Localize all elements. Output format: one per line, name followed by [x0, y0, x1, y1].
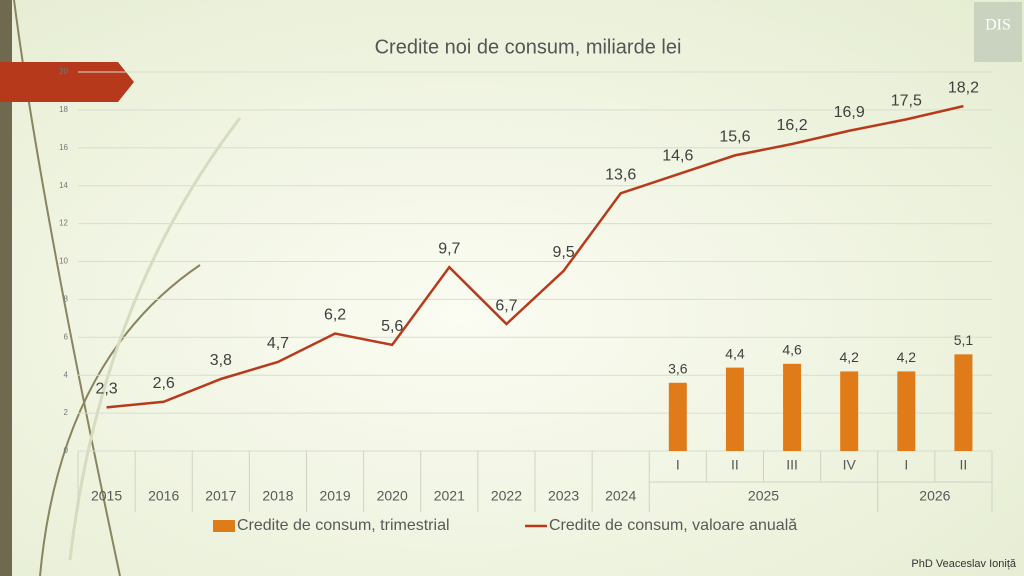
data-label: 3,8: [210, 352, 232, 369]
data-label: 16,2: [776, 117, 807, 134]
y-tick-label: 20: [59, 67, 68, 76]
y-tick-label: 10: [59, 257, 68, 266]
data-label: 4,2: [839, 349, 859, 365]
data-label: 3,6: [668, 360, 688, 376]
y-tick-label: 18: [59, 105, 68, 114]
x-tick-label: 2024: [605, 488, 636, 504]
decor-curve: [39, 264, 201, 576]
decor-curve: [68, 117, 242, 561]
x-tick-label: II: [731, 457, 739, 473]
x-tick-label: 2018: [262, 488, 293, 504]
data-label: 4,6: [782, 342, 802, 358]
data-label: 18,2: [948, 79, 979, 96]
data-label: 16,9: [834, 104, 865, 121]
data-label: 4,4: [725, 345, 745, 361]
logo-box: [974, 2, 1022, 62]
x-tick-label: III: [786, 457, 798, 473]
data-label: 5,6: [381, 318, 403, 335]
y-tick-label: 0: [64, 446, 69, 455]
y-tick-label: 4: [64, 370, 69, 379]
data-label: 5,1: [954, 332, 974, 348]
bar: [668, 382, 687, 451]
x-group-label: 2026: [919, 488, 950, 504]
x-tick-label: 2023: [548, 488, 579, 504]
data-label: 6,2: [324, 307, 346, 324]
legend-label: Credite de consum, trimestrial: [237, 517, 450, 534]
chart-title: Credite noi de consum, miliarde lei: [375, 36, 682, 58]
legend-label: Credite de consum, valoare anuală: [549, 517, 797, 534]
line: [106, 104, 964, 409]
x-tick-label: 2015: [91, 488, 122, 504]
bar: [840, 371, 859, 451]
data-label: 9,5: [552, 244, 574, 261]
data-label: 13,6: [605, 166, 636, 183]
data-label: 15,6: [719, 129, 750, 146]
y-tick-label: 14: [59, 181, 68, 190]
x-tick-label: I: [904, 457, 908, 473]
x-tick-label: 2021: [434, 488, 465, 504]
bar: [783, 363, 802, 451]
data-label: 4,2: [897, 349, 917, 365]
x-tick-label: 2020: [377, 488, 408, 504]
x-tick-label: 2016: [148, 488, 179, 504]
plot: 0 2 4 6 8 10 12 14 16 18 20 2015 2016 2017 2018 2019 202…: [59, 67, 993, 534]
data-label: 17,5: [891, 93, 922, 110]
x-tick-label: IV: [843, 457, 857, 473]
y-tick-label: 8: [64, 295, 69, 304]
side-stripe: [0, 0, 12, 576]
data-label: 9,7: [438, 240, 460, 257]
bar: [954, 354, 973, 451]
bar: [897, 371, 916, 451]
decor-curve: [13, 0, 121, 576]
y-tick-label: 12: [59, 219, 68, 228]
x-tick-label: II: [960, 457, 968, 473]
data-label: 4,7: [267, 335, 289, 352]
data-label: 6,7: [495, 297, 517, 314]
legend-swatch: [213, 520, 235, 532]
footer: PhD Veaceslav Ioniță: [911, 558, 1016, 570]
y-tick-label: 2: [64, 408, 69, 417]
y-tick-label: 16: [59, 143, 68, 152]
x-tick-label: 2022: [491, 488, 522, 504]
data-label: 14,6: [662, 148, 693, 165]
bar: [725, 367, 744, 451]
x-tick-label: 2019: [319, 488, 350, 504]
y-tick-label: 6: [64, 332, 69, 341]
data-label: 2,3: [95, 381, 117, 398]
x-tick-label: 2017: [205, 488, 236, 504]
logo: DIS: [985, 17, 1011, 34]
data-label: 2,6: [153, 375, 175, 392]
x-group-label: 2025: [748, 488, 779, 504]
x-tick-label: I: [676, 457, 680, 473]
